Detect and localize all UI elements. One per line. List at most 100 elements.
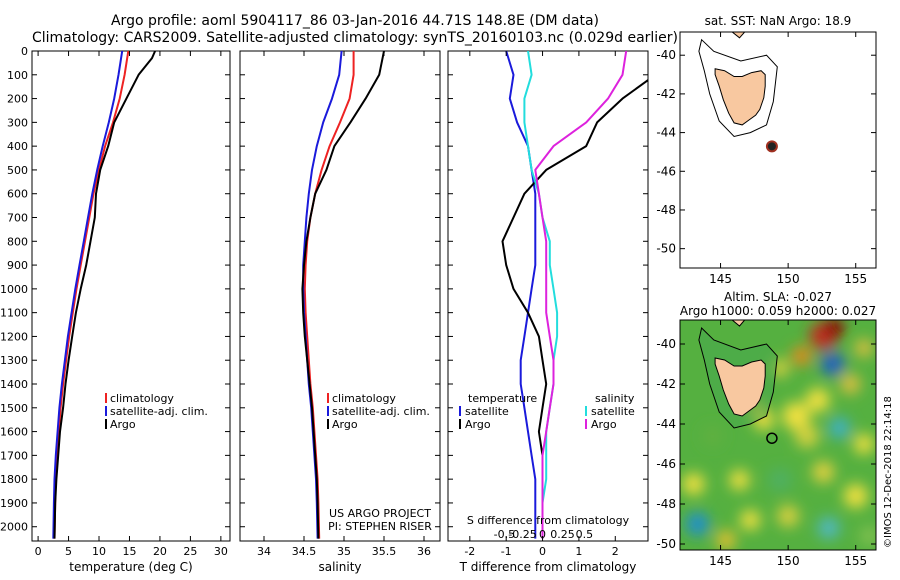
- y-tick-label: -46: [656, 457, 676, 471]
- y-tick-label: 1100: [0, 307, 28, 320]
- sla-anomaly-blob: [843, 484, 868, 508]
- y-tick-label: 1200: [0, 330, 28, 343]
- mainland-coast: [680, 320, 792, 327]
- y-tick-label: 900: [7, 259, 28, 272]
- sla-anomaly-blob: [824, 320, 845, 338]
- x-axis-label: temperature (deg C): [69, 560, 192, 574]
- y-tick-label: -44: [656, 417, 676, 431]
- series-line-temperature-satellite: [505, 51, 537, 539]
- y-tick-label: -44: [656, 126, 676, 140]
- sla-anomaly-blob: [729, 470, 750, 490]
- sla-field: [680, 320, 876, 550]
- y-tick-label: 1400: [0, 378, 28, 391]
- y-tick-label: 1700: [0, 449, 28, 462]
- y-tick-label: 1600: [0, 426, 28, 439]
- series-line-climatology: [53, 50, 130, 539]
- x-tick-label: 145: [709, 272, 732, 286]
- y-tick-label: 0: [21, 45, 28, 58]
- x-tick-label: 5: [65, 545, 72, 558]
- y-tick-label: 200: [7, 93, 28, 106]
- legend-label: Argo: [591, 418, 617, 431]
- header-line-1: Argo profile: aoml 5904117_86 03-Jan-201…: [111, 13, 599, 29]
- x-tick-label: 2: [612, 545, 619, 558]
- sla-map-title-1: Altim. SLA: -0.027: [724, 290, 832, 304]
- y-tick-label: -48: [656, 497, 676, 511]
- map-background: [680, 32, 876, 268]
- y-tick-label: 700: [7, 212, 28, 225]
- sla-anomaly-blob: [685, 512, 710, 536]
- shelf-contour: [698, 38, 778, 138]
- x-tick-label: 150: [777, 272, 800, 286]
- top-tick-label: -0.25: [508, 528, 536, 541]
- top-tick-label: -0.5: [494, 528, 515, 541]
- y-tick-label: 800: [7, 235, 28, 248]
- sla-anomaly-blob: [702, 426, 723, 446]
- sla-anomaly-blob: [859, 526, 876, 546]
- header-line-2: Climatology: CARS2009. Satellite-adjuste…: [32, 30, 678, 46]
- y-tick-label: 1500: [0, 402, 28, 415]
- sla-anomaly-blob: [820, 352, 845, 376]
- y-tick-label: -42: [656, 87, 676, 101]
- x-tick-label: 145: [709, 554, 732, 568]
- sst-map-title: sat. SST: NaN Argo: 18.9: [705, 14, 852, 28]
- x-tick-label: 35: [337, 545, 351, 558]
- legend-label: Argo: [465, 418, 491, 431]
- top-tick-label: 0.5: [576, 528, 594, 541]
- argo-float-marker: [765, 140, 778, 153]
- sla-anomaly-blob: [854, 339, 873, 357]
- y-tick-label: 2000: [0, 521, 28, 534]
- sla-anomaly-blob: [828, 417, 851, 439]
- legend-label: climatology: [332, 392, 396, 405]
- tasmania-island: [714, 357, 766, 417]
- temperature-panel: 0 5 10 15 20 25 300100200300400500600700800900…: [0, 45, 231, 574]
- x-tick-label: 35.5: [372, 545, 397, 558]
- y-tick-label: -40: [656, 337, 676, 351]
- x-tick-label: 34: [257, 545, 271, 558]
- sla-map-title-2: Argo h1000: 0.059 h2000: 0.027: [680, 304, 876, 318]
- x-tick-label: 155: [844, 554, 867, 568]
- x-tick-label: 150: [777, 554, 800, 568]
- map-frame: [679, 319, 877, 551]
- legend-label: satellite: [591, 405, 635, 418]
- x-tick-label: 34.5: [292, 545, 317, 558]
- sla-anomaly-blob: [777, 505, 800, 527]
- sla-anomaly-blob: [817, 517, 840, 539]
- y-tick-label: -40: [656, 48, 676, 62]
- x-axis-label: salinity: [318, 560, 361, 574]
- legend-label: satellite: [465, 405, 509, 418]
- x-tick-label: 25: [183, 545, 197, 558]
- sla-anomaly-blob: [791, 346, 812, 366]
- x-tick-label: 36: [417, 545, 431, 558]
- y-tick-label: 400: [7, 140, 28, 153]
- top-tick-label: 0: [539, 528, 546, 541]
- y-tick-label: 500: [7, 164, 28, 177]
- series-line-salinity-satellite: [523, 51, 559, 539]
- x-tick-label: 20: [153, 545, 167, 558]
- argo-float-marker: [766, 432, 778, 444]
- y-tick-label: -42: [656, 377, 676, 391]
- sst-map-content: [680, 32, 792, 153]
- legend-title-temperature: temperature: [468, 392, 537, 405]
- legend-label: Argo: [332, 418, 358, 431]
- sla-anomaly-blob: [840, 374, 861, 394]
- series-line-salinity-argo: [534, 51, 628, 539]
- difference-panel: -2 -1 0 1 2 T difference from climatology S di…: [447, 50, 649, 574]
- y-tick-label: -46: [656, 164, 676, 178]
- y-tick-label: -48: [656, 203, 676, 217]
- x-tick-label: 0: [539, 545, 546, 558]
- legend-label: Argo: [110, 418, 136, 431]
- series-line-argo: [53, 50, 157, 539]
- x-axis-label: T difference from climatology: [459, 560, 637, 574]
- legend-label: satellite-adj. clim.: [110, 405, 208, 418]
- mainland-coast: [680, 32, 792, 39]
- project-line-2: PI: STEPHEN RISER: [328, 520, 432, 533]
- y-tick-label: 1800: [0, 473, 28, 486]
- project-line-1: US ARGO PROJECT: [329, 507, 431, 520]
- sla-anomaly-blob: [682, 473, 705, 495]
- x-tick-label: 10: [92, 545, 106, 558]
- y-tick-label: 1300: [0, 354, 28, 367]
- plot-frame: [239, 50, 441, 542]
- legend-label: climatology: [110, 392, 174, 405]
- y-tick-label: 100: [7, 69, 28, 82]
